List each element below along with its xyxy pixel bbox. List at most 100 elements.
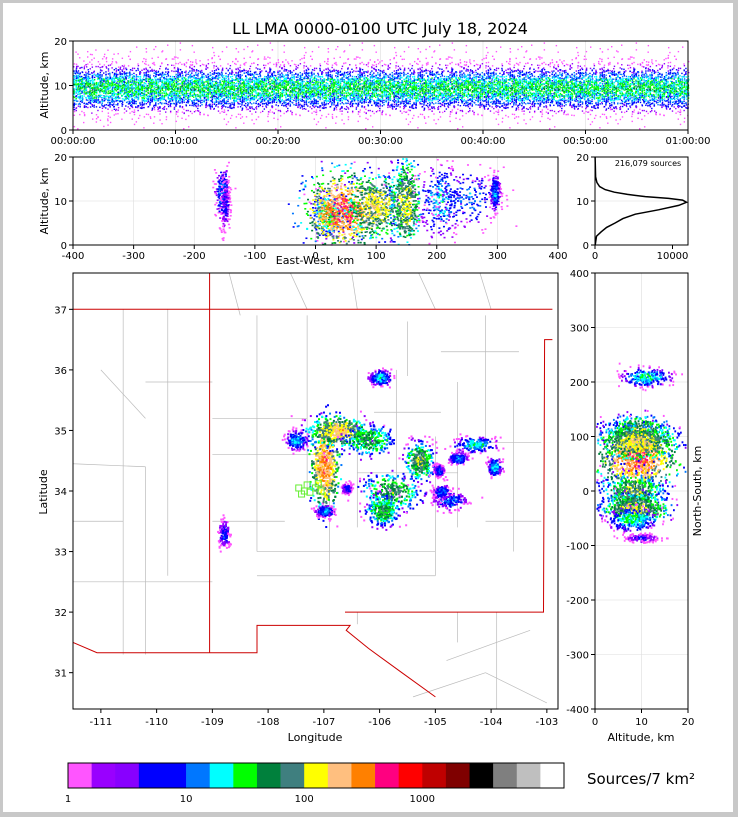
time-height-source bbox=[181, 91, 182, 92]
time-height-source bbox=[144, 94, 145, 95]
time-height-source bbox=[73, 70, 74, 71]
time-height-source bbox=[164, 103, 165, 104]
time-height-source bbox=[194, 104, 195, 105]
time-height-source bbox=[118, 92, 119, 93]
time-height-source bbox=[87, 80, 88, 81]
time-height-source bbox=[187, 102, 188, 103]
time-height-source bbox=[205, 68, 206, 69]
time-height-source bbox=[106, 95, 107, 96]
time-height-source bbox=[200, 65, 201, 66]
time-height-source bbox=[141, 89, 142, 90]
time-height-source bbox=[181, 118, 182, 119]
time-height-source bbox=[96, 98, 97, 99]
time-height-source bbox=[196, 75, 197, 76]
time-height-source bbox=[104, 85, 105, 86]
time-height-source bbox=[171, 98, 172, 99]
time-height-source bbox=[131, 111, 132, 112]
time-height-source bbox=[247, 109, 248, 110]
time-height-source bbox=[277, 119, 278, 120]
time-height-source bbox=[80, 85, 81, 86]
time-height-source bbox=[211, 100, 212, 101]
time-height-source bbox=[164, 81, 165, 82]
time-height-source bbox=[277, 86, 278, 87]
time-height-source bbox=[96, 75, 97, 76]
time-height-source bbox=[271, 99, 272, 100]
time-height-source bbox=[235, 96, 236, 97]
time-height-source bbox=[84, 85, 85, 86]
time-height-source bbox=[170, 99, 171, 100]
time-height-source bbox=[157, 80, 158, 81]
time-height-source bbox=[239, 103, 240, 104]
time-height-source bbox=[98, 96, 99, 97]
time-height-source bbox=[105, 81, 106, 82]
time-height-source bbox=[194, 66, 195, 67]
time-height-source bbox=[91, 97, 92, 98]
time-height-source bbox=[146, 85, 147, 86]
time-height-source bbox=[289, 78, 290, 79]
time-height-source bbox=[129, 74, 130, 75]
time-height-source bbox=[258, 116, 259, 117]
time-height-source bbox=[299, 87, 300, 88]
time-height-source bbox=[295, 101, 296, 102]
time-height-source bbox=[236, 98, 237, 99]
time-height-source bbox=[171, 91, 172, 92]
time-height-source bbox=[244, 94, 245, 95]
time-height-source bbox=[246, 109, 247, 110]
time-height-source bbox=[136, 74, 137, 75]
time-height-source bbox=[146, 75, 147, 76]
time-height-source bbox=[109, 106, 110, 107]
time-height-source bbox=[143, 127, 144, 128]
time-height-source bbox=[97, 66, 98, 67]
time-height-source bbox=[250, 79, 251, 80]
time-height-source bbox=[281, 76, 282, 77]
time-height-source bbox=[208, 83, 209, 84]
time-height-source bbox=[171, 85, 172, 86]
time-height-source bbox=[194, 89, 195, 90]
time-height-source bbox=[195, 105, 196, 106]
time-height-source bbox=[152, 81, 153, 82]
time-height-source bbox=[209, 83, 210, 84]
time-height-source bbox=[273, 100, 274, 101]
time-height-source bbox=[184, 95, 185, 96]
time-height-source bbox=[86, 75, 87, 76]
time-height-source bbox=[296, 66, 297, 67]
time-height-source bbox=[205, 81, 206, 82]
time-height-source bbox=[191, 92, 192, 93]
time-height-source bbox=[79, 76, 80, 77]
time-height-source bbox=[200, 114, 201, 115]
time-height-source bbox=[185, 96, 186, 97]
time-height-source bbox=[260, 105, 261, 106]
time-height-source bbox=[124, 100, 125, 101]
time-height-source bbox=[229, 81, 230, 82]
time-height-source bbox=[240, 77, 241, 78]
time-height-source bbox=[210, 97, 211, 98]
time-height-source bbox=[149, 75, 150, 76]
time-height-source bbox=[208, 89, 209, 90]
time-height-source bbox=[75, 98, 76, 99]
time-height-source bbox=[89, 80, 90, 81]
time-height-source bbox=[284, 83, 285, 84]
time-height-source bbox=[124, 96, 125, 97]
time-height-source bbox=[154, 96, 155, 97]
time-height-source bbox=[177, 95, 178, 96]
time-height-source bbox=[136, 76, 137, 77]
time-height-source bbox=[286, 94, 287, 95]
time-height-source bbox=[98, 89, 99, 90]
time-height-source bbox=[146, 48, 147, 49]
time-height-source bbox=[270, 69, 271, 70]
time-height-source bbox=[276, 102, 277, 103]
time-height-source bbox=[251, 92, 252, 93]
time-height-source bbox=[215, 84, 216, 85]
time-height-source bbox=[79, 106, 80, 107]
time-height-source bbox=[103, 86, 104, 87]
time-height-source bbox=[184, 112, 185, 113]
time-height-source bbox=[159, 113, 160, 114]
time-height-source bbox=[263, 83, 264, 84]
time-height-source bbox=[109, 88, 110, 89]
time-height-source bbox=[165, 68, 166, 69]
time-height-source bbox=[175, 74, 176, 75]
time-height-source bbox=[126, 110, 127, 111]
time-height-source bbox=[108, 68, 109, 69]
time-height-source bbox=[226, 93, 227, 94]
time-height-source bbox=[190, 81, 191, 82]
